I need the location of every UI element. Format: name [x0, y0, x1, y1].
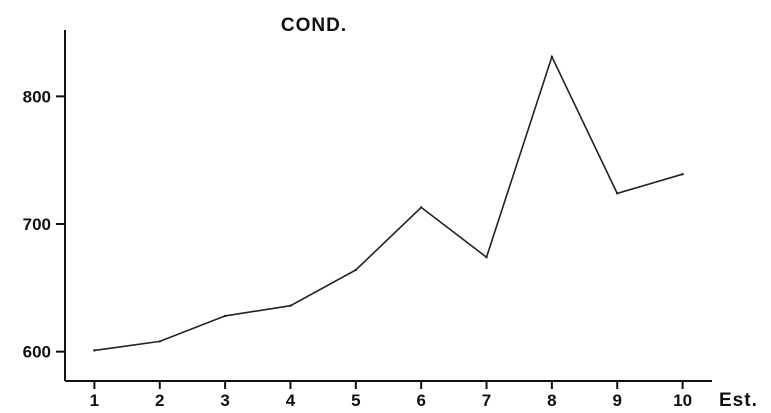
x-tick-label: 9 — [613, 391, 622, 410]
data-point — [550, 55, 554, 59]
x-tick-label: 1 — [90, 391, 99, 410]
axes — [64, 30, 712, 382]
x-axis-ticks: 1 2 3 4 5 6 7 8 9 10 — [90, 381, 692, 410]
series-line — [94, 54, 683, 352]
y-tick-label: 600 — [23, 343, 51, 362]
data-point — [681, 173, 684, 176]
data-point — [485, 255, 488, 259]
x-tick-label: 5 — [351, 391, 360, 410]
series-group — [93, 54, 684, 352]
x-tick-label: 8 — [547, 391, 556, 410]
data-point — [616, 192, 619, 195]
y-tick-label: 800 — [23, 87, 51, 106]
x-tick-label: 10 — [673, 391, 692, 410]
x-axis-label: Est. — [719, 390, 758, 411]
data-point — [158, 340, 161, 343]
y-tick-label: 700 — [23, 215, 51, 234]
data-point — [93, 349, 96, 352]
x-tick-label: 6 — [416, 391, 425, 410]
x-tick-label: 4 — [286, 391, 296, 410]
data-point — [223, 314, 227, 318]
data-point — [419, 206, 423, 209]
data-point — [289, 304, 292, 307]
y-axis-ticks: 600 700 800 — [23, 87, 65, 362]
x-tick-label: 7 — [482, 391, 491, 410]
chart-title: COND. — [281, 15, 347, 36]
data-point — [354, 268, 358, 272]
x-tick-label: 3 — [220, 391, 229, 410]
x-tick-label: 2 — [155, 391, 164, 410]
